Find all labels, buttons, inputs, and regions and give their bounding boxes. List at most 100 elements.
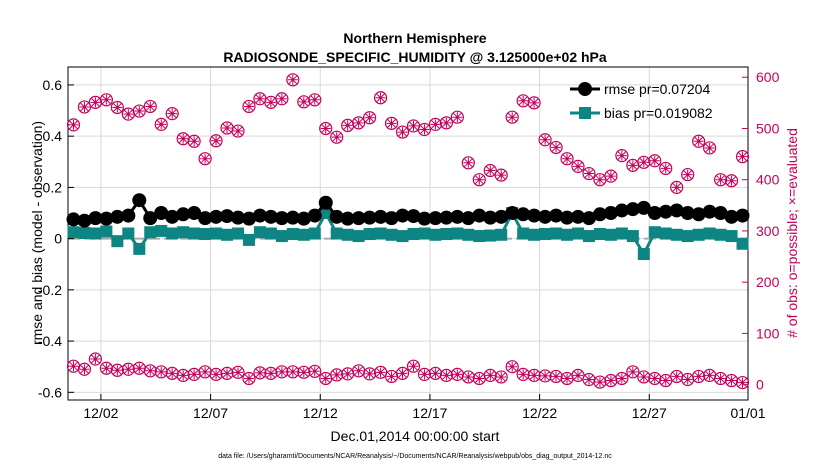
obs-possible-point [132,104,146,118]
obs-evaluated-point [101,94,112,105]
obs-possible-point [253,366,267,380]
obs-evaluated-point [112,102,123,113]
rmse-point [176,207,191,222]
bias-point [352,230,365,243]
obs-evaluated-point [320,123,331,134]
rmse-point [132,193,147,208]
obs-possible-point [395,366,410,380]
rmse-point [702,204,717,219]
rmse-point [516,207,531,222]
obs-possible-point [703,141,717,155]
obs-possible-point [330,130,344,144]
obs-evaluated-point [265,97,276,108]
bias-point [528,228,541,241]
rmse-point [121,208,136,223]
rmse-point [614,203,629,218]
obs-evaluated-point [671,182,682,193]
bias-point [286,228,299,241]
bias-point [692,228,705,241]
bias-point [703,227,716,240]
rmse-point [461,211,476,226]
obs-evaluated-point [419,369,430,380]
obs-possible-point [648,371,662,386]
rmse-point [395,208,410,223]
obs-possible-point [494,370,508,384]
rmse-point [307,208,322,223]
obs-evaluated-point [605,375,616,386]
bias-point [407,228,420,241]
x-tick-label: 12/02 [83,405,118,421]
obs-possible-point [110,100,124,115]
obs-evaluated-point [386,118,397,129]
obs-evaluated-point [167,108,178,119]
rmse-point [581,211,596,226]
obs-possible-point [472,173,486,187]
obs-possible-point [439,368,453,383]
obs-possible-point [527,368,541,383]
y-tick-label: 0.6 [43,77,63,93]
rmse-point [351,211,366,226]
obs-evaluated-point [594,377,605,388]
obs-possible-point [637,370,651,384]
obs-evaluated-point [375,367,386,378]
bias-point [67,226,80,239]
rmse-point [560,210,575,225]
obs-possible-point [77,100,92,114]
obs-evaluated-point [101,363,112,374]
obs-possible-point [264,366,278,380]
obs-possible-point [439,116,453,130]
rmse-point [220,209,235,224]
x-tick-label: 12/07 [193,405,228,421]
obs-evaluated-point [276,93,287,104]
obs-possible-point [692,134,706,148]
obs-evaluated-point [200,366,211,377]
obs-possible-point [209,134,223,148]
obs-possible-point [308,364,322,378]
rmse-point [99,211,114,226]
bias-point [78,226,91,239]
obs-possible-point [242,371,256,386]
obs-evaluated-point [298,367,309,378]
obs-possible-point [187,134,201,148]
x-tick-label: 12/17 [412,405,447,421]
obs-evaluated-point [265,368,276,379]
obs-evaluated-point [485,165,496,176]
obs-evaluated-point [123,109,134,120]
obs-evaluated-point [167,368,178,379]
obs-possible-point [428,366,443,380]
obs-evaluated-point [134,363,145,374]
rmse-point [527,208,542,223]
bias-point [714,228,727,241]
obs-evaluated-point [474,373,485,384]
obs-evaluated-point [254,93,265,104]
obs-evaluated-point [90,97,101,108]
rmse-point [231,210,245,225]
rmse-point [209,209,224,224]
obs-possible-point [428,117,443,131]
obs-evaluated-point [386,371,397,382]
obs-evaluated-point [660,375,671,386]
bias-point [396,230,409,243]
obs-possible-point [735,375,750,390]
rmse-point [450,209,465,224]
obs-possible-point [527,96,541,110]
bias-point [451,227,464,240]
y-axis-label: rmse and bias (model - observation) [29,121,45,345]
obs-evaluated-point [298,96,309,107]
obs-evaluated-point [726,175,737,186]
rmse-point [625,202,640,217]
obs-evaluated-point [68,119,79,130]
bias-point [495,228,508,241]
obs-evaluated-point [496,170,507,181]
x-tick-label: 12/22 [522,405,557,421]
obs-evaluated-point [715,174,726,185]
y2-tick-label: 400 [756,172,780,188]
obs-evaluated-point [463,157,474,168]
obs-evaluated-point [287,366,298,377]
rmse-point [658,204,673,219]
obs-evaluated-point [693,371,704,382]
rmse-point [505,206,520,221]
obs-evaluated-point [145,101,156,112]
obs-evaluated-point [518,369,529,380]
